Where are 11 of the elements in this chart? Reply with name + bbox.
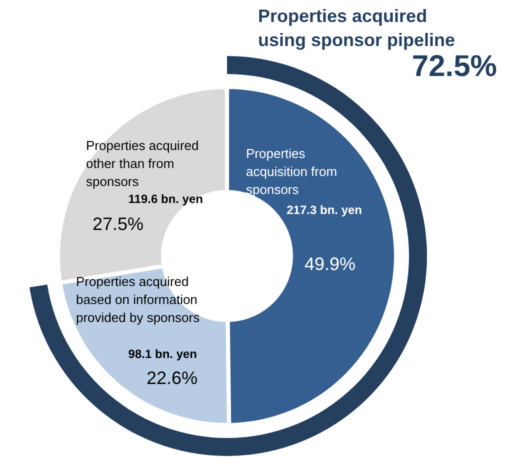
text: 217.3 bn. yen — [286, 203, 362, 217]
slice-label: Properties acquired using sponsor pipeline — [258, 6, 456, 50]
data-label: 27.5% — [92, 214, 144, 234]
slice-label: Properties acquisition from sponsors — [246, 146, 338, 197]
data-label: 49.9% — [304, 254, 356, 274]
data-label: 22.6% — [146, 368, 198, 388]
slice-label: Properties acquired other than from sponsors — [86, 138, 199, 189]
data-label: 72.5% — [412, 50, 497, 83]
text: 98.1 bn. yen — [128, 347, 197, 361]
text: 119.6 bn. yen — [128, 192, 203, 206]
slice-label: Properties acquired based on information provided by sponsors — [76, 274, 200, 325]
